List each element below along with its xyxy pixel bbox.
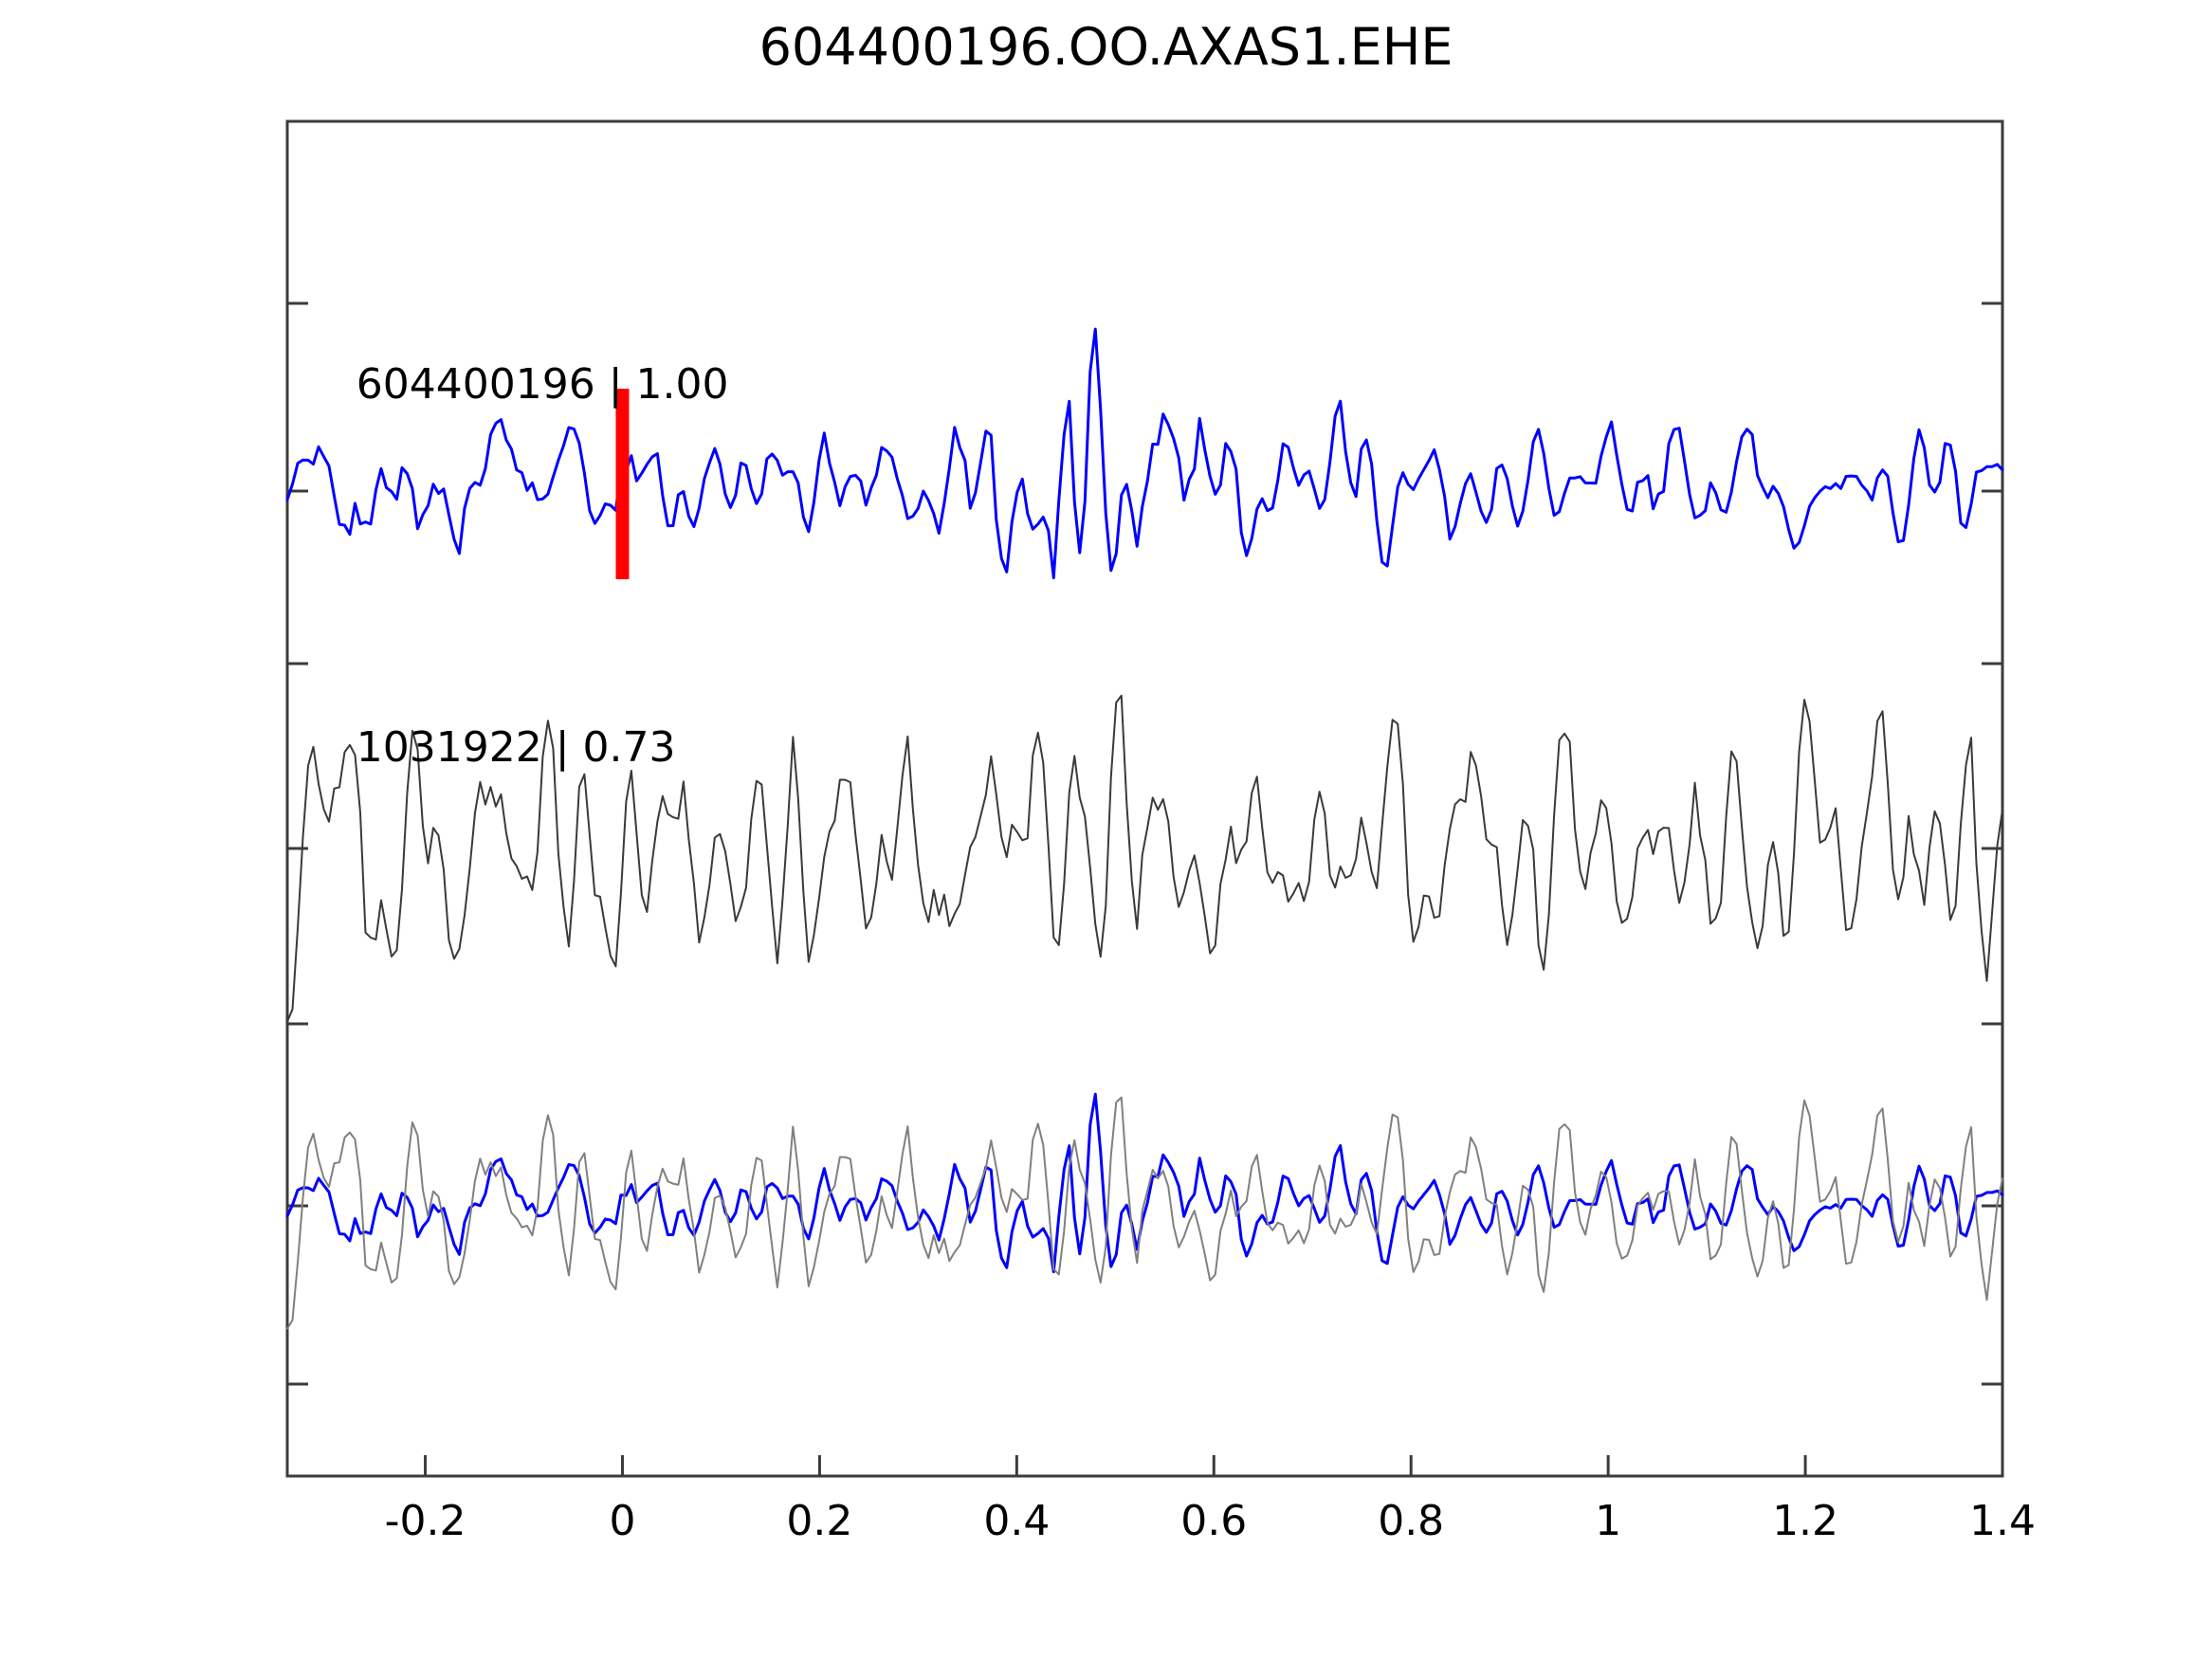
x-tick-label: 0.4 — [983, 1497, 1050, 1545]
trace-annotations: 604400196 | 1.00 1031922 | 0.73 — [356, 360, 729, 772]
waveform-traces — [285, 327, 2004, 1330]
x-axis-tick-labels: -0.2 0 0.2 0.4 0.6 0.8 1 1.2 1.4 — [385, 1497, 2036, 1545]
waveform-trace — [285, 327, 2004, 580]
x-tick-label: 1.2 — [1772, 1497, 1838, 1545]
x-tick-label: 1 — [1595, 1497, 1621, 1545]
x-tick-label: 1.4 — [1969, 1497, 2036, 1545]
y-axis-ticks — [287, 301, 2002, 1386]
x-axis-ticks — [424, 1455, 2004, 1476]
page-title: 604400196.OO.AXAS1.EHE — [759, 17, 1453, 77]
waveform-trace — [286, 694, 2003, 1023]
waveform-trace — [285, 1092, 2004, 1274]
trace-annotation: 1031922 | 0.73 — [356, 723, 676, 772]
x-tick-label: 0.2 — [786, 1497, 852, 1545]
x-tick-label: -0.2 — [385, 1497, 466, 1545]
trace-annotation: 604400196 | 1.00 — [356, 360, 729, 409]
x-tick-label: 0.8 — [1378, 1497, 1444, 1545]
x-tick-label: 0 — [609, 1497, 635, 1545]
x-tick-label: 0.6 — [1180, 1497, 1247, 1545]
waveform-trace — [286, 1096, 2003, 1330]
axes-frame — [285, 119, 2004, 1478]
